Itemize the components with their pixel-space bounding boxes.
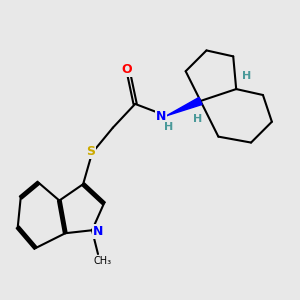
Polygon shape [166,98,202,116]
Text: H: H [242,71,251,81]
Text: CH₃: CH₃ [93,256,112,266]
Text: N: N [93,225,103,238]
Text: S: S [86,145,95,158]
Text: N: N [156,110,166,123]
Text: O: O [122,63,132,76]
Text: H: H [164,122,173,132]
Text: H: H [193,114,202,124]
